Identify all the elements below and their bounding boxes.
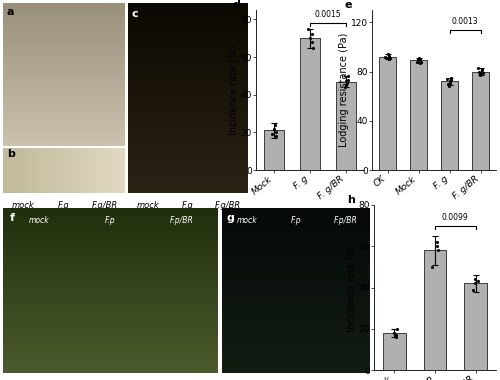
Bar bbox=[383, 333, 406, 370]
Text: f: f bbox=[10, 213, 14, 223]
Text: F.p: F.p bbox=[105, 216, 116, 225]
Point bbox=[272, 129, 280, 135]
Text: mock: mock bbox=[136, 201, 160, 210]
Text: F.p/BR: F.p/BR bbox=[170, 216, 194, 225]
Point bbox=[270, 125, 278, 131]
Point bbox=[445, 83, 453, 89]
Bar bbox=[424, 250, 446, 370]
Point bbox=[304, 26, 312, 32]
Text: e: e bbox=[344, 0, 352, 10]
Point bbox=[432, 239, 440, 245]
Text: 0.0013: 0.0013 bbox=[452, 17, 478, 26]
Point bbox=[444, 76, 452, 82]
Point bbox=[428, 264, 436, 270]
Text: F.g/BR: F.g/BR bbox=[92, 201, 118, 210]
Point bbox=[344, 73, 352, 79]
Point bbox=[392, 332, 400, 338]
Point bbox=[444, 81, 452, 87]
Point bbox=[414, 56, 422, 62]
Point bbox=[308, 39, 316, 45]
Point bbox=[433, 243, 441, 249]
Point bbox=[392, 326, 400, 332]
Bar bbox=[472, 71, 489, 170]
Text: mock: mock bbox=[236, 216, 257, 225]
Text: c: c bbox=[132, 9, 138, 19]
Text: F.g/BR: F.g/BR bbox=[215, 201, 241, 210]
Bar bbox=[464, 283, 487, 370]
Text: mock: mock bbox=[12, 201, 34, 210]
Bar bbox=[441, 81, 458, 170]
Point bbox=[476, 72, 484, 78]
Point bbox=[342, 82, 349, 88]
Point bbox=[382, 54, 390, 60]
Point bbox=[308, 44, 316, 51]
Text: h: h bbox=[347, 195, 355, 205]
Bar bbox=[264, 130, 284, 170]
Point bbox=[478, 67, 486, 73]
Point bbox=[474, 278, 482, 284]
Point bbox=[386, 52, 394, 59]
Text: F.p/BR: F.p/BR bbox=[334, 216, 357, 225]
Point bbox=[476, 71, 484, 77]
Point bbox=[343, 81, 351, 87]
Text: F.g: F.g bbox=[182, 201, 194, 210]
Text: g: g bbox=[226, 213, 234, 223]
Text: b: b bbox=[6, 149, 14, 159]
Point bbox=[392, 334, 400, 340]
Text: F.p: F.p bbox=[290, 216, 302, 225]
Y-axis label: Lodging resistance (Pa): Lodging resistance (Pa) bbox=[340, 33, 349, 147]
Text: d: d bbox=[232, 0, 240, 10]
Point bbox=[344, 77, 352, 83]
Point bbox=[471, 276, 479, 282]
Bar bbox=[379, 57, 396, 170]
Point bbox=[385, 56, 393, 62]
Point bbox=[446, 79, 454, 86]
Point bbox=[434, 247, 442, 253]
Point bbox=[268, 131, 276, 137]
Point bbox=[478, 66, 486, 72]
Point bbox=[446, 78, 454, 84]
Point bbox=[416, 56, 424, 62]
Text: F.g: F.g bbox=[58, 201, 70, 210]
Point bbox=[469, 287, 477, 293]
Point bbox=[271, 122, 279, 128]
Point bbox=[383, 55, 391, 61]
Y-axis label: Incidence rate (%): Incidence rate (%) bbox=[229, 45, 239, 135]
Text: 0.0015: 0.0015 bbox=[314, 10, 342, 19]
Point bbox=[472, 280, 480, 287]
Point bbox=[342, 84, 349, 90]
Point bbox=[308, 32, 316, 38]
Point bbox=[385, 56, 393, 62]
Point bbox=[306, 35, 314, 41]
Point bbox=[474, 65, 482, 71]
Point bbox=[416, 60, 424, 66]
Text: a: a bbox=[6, 7, 14, 17]
Point bbox=[414, 57, 422, 63]
Point bbox=[384, 51, 392, 57]
Point bbox=[416, 59, 424, 65]
Bar bbox=[410, 60, 427, 170]
Bar bbox=[336, 82, 356, 170]
Point bbox=[390, 330, 398, 336]
Point bbox=[479, 70, 487, 76]
Point bbox=[412, 59, 420, 65]
Point bbox=[447, 77, 455, 83]
Point bbox=[386, 55, 394, 61]
Bar bbox=[300, 38, 320, 170]
Point bbox=[272, 133, 280, 139]
Point bbox=[415, 55, 423, 61]
Text: 0.0099: 0.0099 bbox=[442, 212, 468, 222]
Point bbox=[447, 74, 455, 81]
Text: mock: mock bbox=[28, 216, 49, 225]
Point bbox=[475, 68, 483, 74]
Y-axis label: Incidence rate (%): Incidence rate (%) bbox=[347, 242, 357, 332]
